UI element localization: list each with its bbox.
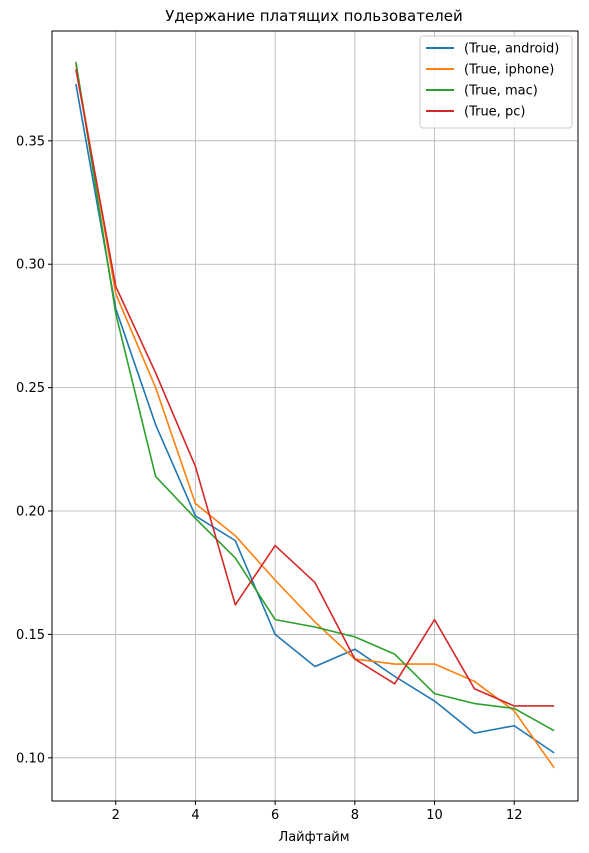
x-tick-label: 12 bbox=[506, 808, 523, 823]
x-tick-label: 6 bbox=[271, 808, 279, 823]
legend-entry: (True, iphone) bbox=[464, 63, 554, 78]
x-tick-label: 2 bbox=[112, 808, 120, 823]
legend-entry: (True, mac) bbox=[464, 84, 538, 99]
chart-title: Удержание платящих пользователей bbox=[165, 7, 463, 25]
y-tick-label: 0.25 bbox=[16, 381, 45, 396]
legend-entry: (True, android) bbox=[464, 42, 559, 57]
legend: (True, android) (True, iphone) (True, mac)… bbox=[419, 35, 573, 129]
grid bbox=[52, 31, 578, 801]
y-tick-label: 0.35 bbox=[16, 134, 45, 149]
y-tick-label: 0.20 bbox=[16, 505, 45, 520]
plot-area bbox=[75, 61, 555, 769]
axis-ticks: 2 4 6 8 10 12 0.10 0.15 0.20 0.25 0.30 0.35 bbox=[16, 134, 522, 823]
x-axis-label: Лайфтайм bbox=[278, 830, 349, 845]
legend-box bbox=[419, 35, 573, 129]
legend-entry: (True, pc) bbox=[464, 105, 525, 120]
x-tick-label: 10 bbox=[426, 808, 443, 823]
x-tick-label: 4 bbox=[191, 808, 199, 823]
series-line-3 bbox=[75, 69, 555, 707]
y-tick-label: 0.30 bbox=[16, 258, 45, 273]
x-tick-label: 8 bbox=[351, 808, 359, 823]
series-line-1 bbox=[75, 64, 555, 769]
y-tick-label: 0.15 bbox=[16, 628, 45, 643]
series-line-0 bbox=[75, 83, 555, 754]
y-tick-label: 0.10 bbox=[16, 751, 45, 766]
series-line-2 bbox=[75, 61, 555, 732]
axes-frame bbox=[51, 30, 579, 802]
